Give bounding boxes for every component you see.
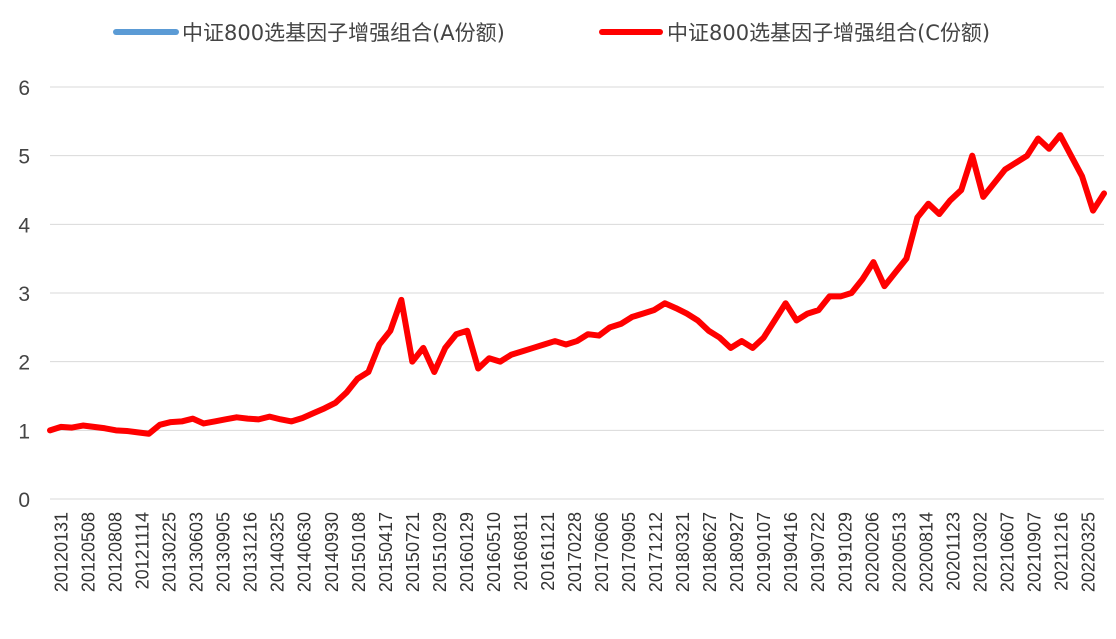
- legend-label-a: 中证800选基因子增强组合(A份额): [182, 21, 505, 45]
- x-tick-label: 20160811: [511, 512, 531, 591]
- x-tick-label: 20120131: [52, 512, 72, 592]
- x-axis-ticks: 20120131 20120508 20120808 20121114 20130225…: [52, 512, 1099, 592]
- series-lines: [47, 132, 1107, 437]
- legend-label-c: 中证800选基因子增强组合(C份额): [667, 21, 990, 45]
- x-tick-label: 20150108: [349, 512, 369, 592]
- series-line-a: [48, 133, 1106, 436]
- y-tick-label: 0: [18, 489, 30, 512]
- y-tick-label: 5: [18, 146, 30, 169]
- x-tick-label: 20131216: [241, 512, 261, 592]
- x-tick-label: 20130603: [187, 512, 207, 592]
- x-tick-label: 20170606: [592, 512, 612, 592]
- x-tick-label: 20140630: [295, 512, 315, 592]
- x-tick-label: 20171212: [646, 512, 666, 592]
- x-tick-label: 20150721: [403, 512, 423, 592]
- x-tick-label: 20210302: [970, 512, 990, 592]
- x-tick-label: 20140325: [268, 512, 288, 592]
- x-tick-label: 20160510: [484, 512, 504, 592]
- x-tick-label: 20120508: [79, 512, 99, 592]
- x-tick-label: 20211216: [1051, 512, 1071, 591]
- x-tick-label: 20200206: [862, 512, 882, 592]
- y-tick-label: 6: [18, 77, 30, 100]
- x-tick-label: 20180321: [673, 512, 693, 592]
- x-tick-label: 20161121: [538, 512, 558, 591]
- y-axis-ticks: 0 1 2 3 4 5 6: [18, 77, 30, 512]
- x-tick-label: 20180627: [700, 512, 720, 592]
- x-tick-label: 20220325: [1078, 512, 1098, 592]
- x-tick-label: 20200513: [889, 512, 909, 592]
- x-tick-label: 20130225: [160, 512, 180, 592]
- x-tick-label: 20190107: [754, 512, 774, 592]
- x-tick-label: 20190416: [781, 512, 801, 592]
- x-tick-label: 20201123: [943, 512, 963, 591]
- x-tick-label: 20200814: [916, 512, 936, 592]
- x-tick-label: 20180927: [727, 512, 747, 592]
- x-tick-label: 20210907: [1024, 512, 1044, 592]
- y-tick-label: 1: [18, 420, 30, 443]
- x-tick-label: 20121114: [133, 512, 153, 589]
- x-tick-label: 20170228: [565, 512, 585, 592]
- x-tick-label: 20130905: [214, 512, 234, 592]
- x-tick-label: 20120808: [106, 512, 126, 592]
- x-tick-label: 20140930: [322, 512, 342, 592]
- x-tick-label: 20170905: [619, 512, 639, 592]
- x-tick-label: 20190722: [808, 512, 828, 592]
- x-tick-label: 20151029: [430, 512, 450, 592]
- y-tick-label: 2: [18, 352, 30, 375]
- x-tick-label: 20210607: [997, 512, 1017, 592]
- gridlines: [50, 86, 1104, 500]
- series-line-c: [47, 132, 1107, 437]
- y-tick-label: 3: [18, 283, 30, 306]
- x-tick-label: 20160129: [457, 512, 477, 592]
- x-tick-label: 20191029: [835, 512, 855, 592]
- chart-legend: 中证800选基因子增强组合(A份额) 中证800选基因子增强组合(C份额): [113, 21, 990, 45]
- x-tick-label: 20150417: [376, 512, 396, 592]
- y-tick-label: 4: [18, 214, 30, 237]
